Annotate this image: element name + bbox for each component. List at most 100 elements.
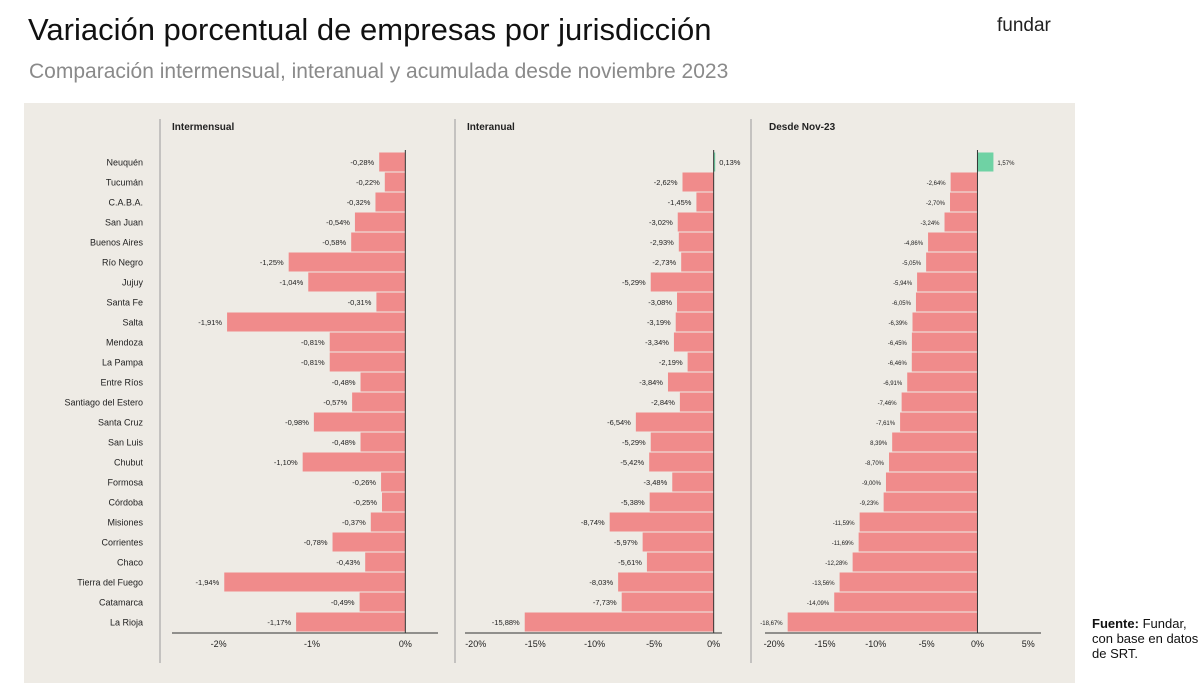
value-label: -11,69% <box>832 541 855 547</box>
bar <box>360 372 406 392</box>
panel-title: Desde Nov-23 <box>769 122 836 133</box>
source-text: Fundar, con base en datos de SRT. <box>1092 616 1199 661</box>
chart-title: Variación porcentual de empresas por jur… <box>28 12 712 47</box>
bar <box>227 312 406 332</box>
bar <box>288 252 406 272</box>
bar <box>834 592 978 612</box>
category-label: Misiones <box>107 518 143 528</box>
bar <box>360 432 406 452</box>
value-label: -8,03% <box>589 578 613 587</box>
bar <box>859 512 978 532</box>
bar-chart-svg: Neuquén Tucumán C.A.B.A. San Juan Buenos Air… <box>64 119 1041 663</box>
value-label: -5,05% <box>902 261 922 267</box>
value-label: -3,84% <box>639 378 663 387</box>
value-label: -1,04% <box>280 278 304 287</box>
bar <box>977 152 994 172</box>
category-label: Tierra del Fuego <box>77 578 143 588</box>
category-label: Entre Ríos <box>100 378 143 388</box>
bar <box>892 432 978 452</box>
value-label: -0,48% <box>332 438 356 447</box>
value-label: -0,32% <box>347 198 371 207</box>
bar <box>889 452 978 472</box>
bar <box>926 252 978 272</box>
bar <box>354 212 406 232</box>
value-label: -0,25% <box>353 498 377 507</box>
value-label: -6,46% <box>888 361 908 367</box>
value-label: -2,64% <box>927 181 947 187</box>
category-label: San Juan <box>105 218 143 228</box>
source-note: Fuente: Fundar, con base en datos de SRT… <box>1092 616 1200 661</box>
value-label: -0,58% <box>322 238 346 247</box>
value-label: -2,70% <box>926 201 946 207</box>
bar <box>673 332 714 352</box>
category-label: Jujuy <box>122 278 144 288</box>
value-label: -3,34% <box>645 338 669 347</box>
bar <box>642 532 714 552</box>
bar <box>681 252 714 272</box>
bar <box>787 612 978 632</box>
value-label: -0,22% <box>356 178 380 187</box>
bar <box>950 192 978 212</box>
bar <box>687 352 714 372</box>
value-label: -3,48% <box>644 478 668 487</box>
value-label: -9,23% <box>860 501 880 507</box>
bar <box>928 232 978 252</box>
value-label: -5,94% <box>893 281 913 287</box>
bar <box>915 292 978 312</box>
value-label: -2,84% <box>651 398 675 407</box>
value-label: -0,26% <box>352 478 376 487</box>
value-label: -5,38% <box>621 498 645 507</box>
value-label: -8,70% <box>865 461 885 467</box>
bar <box>911 352 978 372</box>
bar <box>649 452 714 472</box>
x-tick-label: -5% <box>919 639 935 649</box>
value-label: -0,37% <box>342 518 366 527</box>
bar <box>635 412 714 432</box>
value-label: -7,73% <box>593 598 617 607</box>
category-label: Río Negro <box>102 258 143 268</box>
bar <box>858 532 978 552</box>
category-label: Tucumán <box>106 178 143 188</box>
bar <box>381 472 406 492</box>
category-label: Mendoza <box>106 338 143 348</box>
value-label: -3,24% <box>921 221 941 227</box>
value-label: -6,45% <box>888 341 908 347</box>
bar <box>650 272 714 292</box>
x-tick-label: 0% <box>971 639 984 649</box>
brand-logo: fundar <box>997 15 1051 36</box>
value-label: -1,45% <box>668 198 692 207</box>
bar <box>224 572 406 592</box>
bar <box>308 272 406 292</box>
bar <box>609 512 714 532</box>
bar <box>618 572 714 592</box>
value-label: -0,48% <box>332 378 356 387</box>
value-label: -0,98% <box>285 418 309 427</box>
bar <box>329 332 406 352</box>
value-label: 1,57% <box>997 161 1015 167</box>
bar <box>677 292 714 312</box>
value-label: -5,42% <box>620 458 644 467</box>
bar <box>379 152 406 172</box>
bar <box>667 372 714 392</box>
x-tick-label: -20% <box>465 639 486 649</box>
bar <box>901 392 978 412</box>
value-label: -1,94% <box>196 578 220 587</box>
x-tick-label: -1% <box>304 639 320 649</box>
category-label: Córdoba <box>108 498 143 508</box>
bar <box>912 312 978 332</box>
bar <box>950 172 978 192</box>
x-tick-label: -15% <box>525 639 546 649</box>
bar <box>678 232 714 252</box>
x-tick-label: -10% <box>865 639 886 649</box>
panel-title: Interanual <box>467 122 515 133</box>
value-label: -15,88% <box>492 618 520 627</box>
value-label: -18,67% <box>760 621 783 627</box>
value-label: -1,10% <box>274 458 298 467</box>
value-label: -12,28% <box>825 561 848 567</box>
value-label: -6,54% <box>607 418 631 427</box>
x-tick-label: 0% <box>707 639 720 649</box>
panel-title: Intermensual <box>172 122 234 133</box>
value-label: -5,29% <box>622 438 646 447</box>
bar <box>675 312 714 332</box>
x-tick-label: -5% <box>646 639 662 649</box>
